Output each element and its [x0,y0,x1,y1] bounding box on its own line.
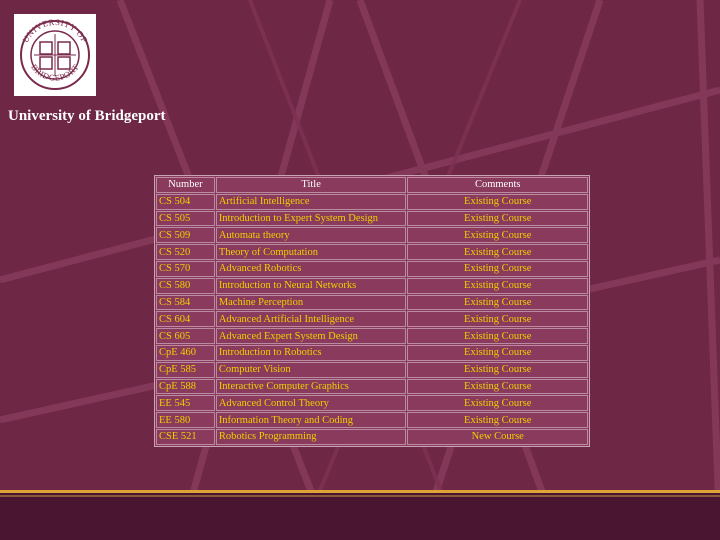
column-header-number: Number [156,177,215,193]
course-title: Introduction to Robotics [215,344,407,361]
course-number: CpE 585 [156,361,215,378]
course-number: CpE 588 [156,378,215,395]
table-row: CS 604 Advanced Artificial Intelligence Ex… [156,311,588,328]
course-title: Introduction to Neural Networks [215,277,407,294]
course-number: CS 604 [156,311,215,328]
course-title: Advanced Expert System Design [215,328,407,344]
course-number: CS 580 [156,277,215,294]
course-number: EE 580 [156,412,215,428]
course-comment: Existing Course [407,361,588,378]
table-row: CS 605 Advanced Expert System Design Exist… [156,328,588,344]
course-comment: Existing Course [407,260,588,277]
university-logo: UNIVERSITY OF BRIDGEPORT [14,14,96,96]
course-number: CS 570 [156,260,215,277]
course-comment: Existing Course [407,311,588,328]
table-row: CS 504 Artificial Intelligence Existing Co… [156,193,588,210]
course-comment: Existing Course [407,378,588,395]
table-row: CpE 585 Computer Vision Existing Course [156,361,588,378]
table-row: CS 570 Advanced Robotics Existing Course [156,260,588,277]
course-number: CS 505 [156,210,215,227]
course-title: Advanced Robotics [215,260,407,277]
university-seal-icon: UNIVERSITY OF BRIDGEPORT [14,14,96,96]
course-number: CS 509 [156,227,215,244]
course-comment: Existing Course [407,412,588,428]
course-number: CSE 521 [156,428,215,445]
course-number: CS 605 [156,328,215,344]
course-title: Machine Perception [215,294,407,311]
course-number: EE 545 [156,395,215,412]
table-row: CpE 588 Interactive Computer Graphics Exis… [156,378,588,395]
course-comment: Existing Course [407,227,588,244]
course-title: Automata theory [215,227,407,244]
table-row: EE 545 Advanced Control Theory Existing Co… [156,395,588,412]
course-comment: Existing Course [407,395,588,412]
course-title: Advanced Artificial Intelligence [215,311,407,328]
table-row: CS 580 Introduction to Neural Networks Exi… [156,277,588,294]
table-row: CS 509 Automata theory Existing Course [156,227,588,244]
course-number: CpE 460 [156,344,215,361]
course-title: Introduction to Expert System Design [215,210,407,227]
course-title: Interactive Computer Graphics [215,378,407,395]
course-comment: Existing Course [407,193,588,210]
table-row: CSE 521 Robotics Programming New Course [156,428,588,445]
course-number: CS 584 [156,294,215,311]
course-title: Advanced Control Theory [215,395,407,412]
course-title: Artificial Intelligence [215,193,407,210]
footer-rule [0,490,720,493]
table-row: CS 584 Machine Perception Existing Course [156,294,588,311]
course-comment: Existing Course [407,210,588,227]
course-number: CS 504 [156,193,215,210]
course-title: Theory of Computation [215,244,407,260]
course-comment: New Course [407,428,588,445]
course-title: Computer Vision [215,361,407,378]
course-table: Number Title Comments CS 504 Artificial I… [154,175,590,447]
column-header-title: Title [215,177,407,193]
course-comment: Existing Course [407,294,588,311]
footer-band [0,490,720,540]
table-row: CpE 460 Introduction to Robotics Existing … [156,344,588,361]
column-header-comments: Comments [407,177,588,193]
course-comment: Existing Course [407,277,588,294]
org-name: University of Bridgeport [8,108,166,124]
course-comment: Existing Course [407,328,588,344]
course-title: Robotics Programming [215,428,407,445]
table-row: CS 520 Theory of Computation Existing Cour… [156,244,588,260]
course-number: CS 520 [156,244,215,260]
table-row: CS 505 Introduction to Expert System Desi… [156,210,588,227]
course-comment: Existing Course [407,344,588,361]
footer-rule-secondary [0,495,720,497]
table-header-row: Number Title Comments [156,177,588,193]
course-title: Information Theory and Coding [215,412,407,428]
course-comment: Existing Course [407,244,588,260]
table-row: EE 580 Information Theory and Coding Exist… [156,412,588,428]
